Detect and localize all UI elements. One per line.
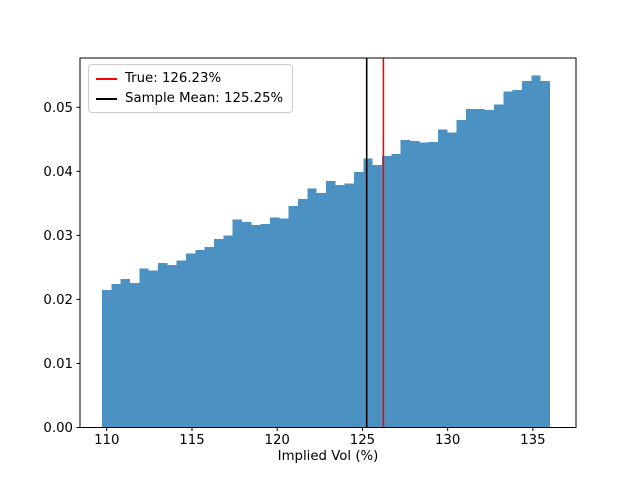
- histogram-bar: [391, 154, 401, 428]
- histogram-bar: [447, 132, 457, 428]
- x-tick-label: 135: [520, 433, 545, 448]
- histogram-bar: [185, 253, 196, 428]
- histogram-bar: [195, 250, 205, 428]
- histogram-bar: [241, 221, 252, 428]
- histogram-bar: [465, 109, 476, 428]
- histogram-bar: [456, 120, 466, 428]
- histogram-bar: [157, 262, 168, 428]
- histogram-bar: [167, 264, 177, 428]
- true-line-swatch: [96, 77, 117, 80]
- histogram-bar: [316, 193, 326, 428]
- histogram-bar: [120, 278, 130, 428]
- histogram-bar: [363, 158, 373, 428]
- histogram-bar: [531, 75, 541, 428]
- legend-label-true: True: 126.23%: [125, 71, 222, 86]
- histogram-bar: [269, 217, 280, 428]
- x-tick-label: 120: [265, 433, 290, 448]
- histogram-bar: [213, 239, 224, 428]
- x-tick-label: 115: [179, 433, 204, 448]
- x-tick-label: 125: [350, 433, 375, 448]
- histogram-bar: [279, 218, 289, 428]
- histogram-bar: [381, 155, 392, 428]
- legend-label-sample-mean: Sample Mean: 125.25%: [125, 91, 284, 106]
- histogram-bar: [325, 180, 336, 428]
- histogram-bar: [129, 282, 140, 428]
- histogram-bar: [344, 183, 354, 428]
- histogram-bar: [288, 205, 298, 428]
- y-tick-label: 0.04: [43, 165, 73, 180]
- histogram-bar: [503, 91, 513, 428]
- histogram-bar: [139, 268, 149, 428]
- y-tick-label: 0.03: [43, 229, 73, 244]
- sample-mean-line-swatch: [96, 97, 117, 100]
- histogram-bar: [521, 81, 532, 428]
- histogram-bar: [101, 289, 112, 428]
- legend-item-true: True: 126.23%: [96, 71, 283, 86]
- legend-item-sample-mean: Sample Mean: 125.25%: [96, 91, 283, 106]
- legend: True: 126.23% Sample Mean: 125.25%: [88, 64, 294, 113]
- histogram-bar: [297, 198, 308, 428]
- histogram-bar: [409, 141, 420, 428]
- histogram-bar: [204, 246, 214, 428]
- histogram-bar: [176, 260, 186, 428]
- histogram-bar: [111, 284, 121, 428]
- x-tick-label: 130: [435, 433, 460, 448]
- histogram-bar: [484, 109, 494, 428]
- histogram-bar: [540, 81, 550, 428]
- histogram-bar: [437, 129, 448, 428]
- histogram-bar: [335, 184, 345, 428]
- histogram-bar: [148, 270, 158, 428]
- histogram-bar: [232, 219, 242, 428]
- histogram-bar: [493, 104, 504, 428]
- histogram-bar: [251, 225, 261, 428]
- y-tick-label: 0.02: [43, 293, 73, 308]
- histogram-bar: [475, 109, 485, 428]
- histogram-bar: [307, 188, 317, 428]
- histogram-bar: [372, 164, 382, 428]
- histogram-bar: [419, 142, 429, 428]
- histogram-bar: [400, 139, 410, 428]
- y-tick-label: 0.00: [43, 421, 73, 436]
- y-tick-label: 0.01: [43, 357, 73, 372]
- histogram-bar: [512, 90, 522, 428]
- axes-frame: [79, 57, 577, 428]
- y-tick-label: 0.05: [43, 101, 73, 116]
- histogram-bar: [428, 141, 438, 428]
- x-tick-label: 110: [94, 433, 119, 448]
- histogram-bar: [353, 171, 364, 428]
- histogram-bar: [223, 235, 233, 428]
- x-axis-label: Implied Vol (%): [277, 449, 379, 464]
- histogram-bar: [260, 223, 270, 428]
